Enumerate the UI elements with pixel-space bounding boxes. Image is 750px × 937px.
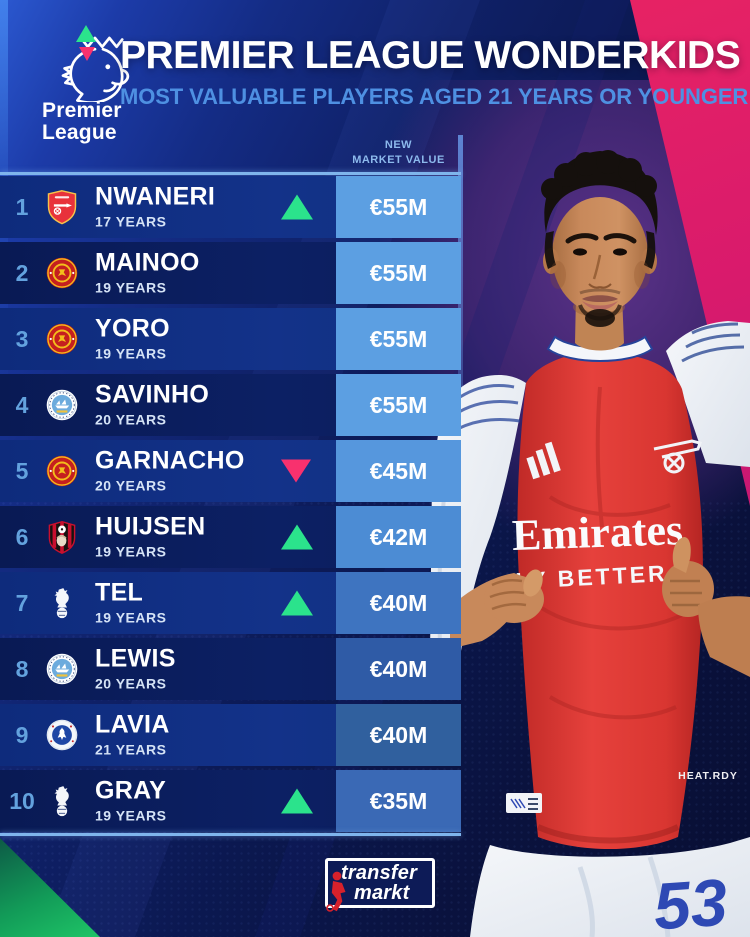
player-age: 19 YEARS: [95, 279, 167, 296]
transfermarkt-logo: transfer markt: [325, 858, 435, 912]
market-value: €40M: [336, 572, 461, 634]
header: Premier League PREMIER LEAGUE WONDERKIDS…: [0, 0, 750, 144]
premier-league-lion-icon: [61, 36, 130, 102]
rank-label: 9: [15, 721, 29, 748]
market-value: €40M: [336, 704, 461, 766]
player-name: MAINOO: [95, 248, 200, 277]
market-value: €42M: [336, 506, 461, 568]
table-top-divider: [0, 172, 461, 175]
player-name: GRAY: [95, 776, 167, 805]
table-row: 4 SAVINHO 20 YEARS €55M: [0, 374, 461, 436]
rank-label: 7: [15, 589, 29, 616]
manchester-united-badge-icon: [44, 255, 80, 291]
player-name: NWANERI: [95, 182, 216, 211]
rank-label: 2: [15, 259, 29, 286]
page-title: PREMIER LEAGUE WONDERKIDS: [120, 34, 741, 77]
player-age: 19 YEARS: [95, 807, 167, 824]
table-row: 8 LEWIS 20 YEARS €40M: [0, 638, 461, 700]
table-row: 9 LAVIA 21 YEARS €40M: [0, 704, 461, 766]
arsenal-badge-icon: [44, 189, 80, 225]
market-value: €40M: [336, 638, 461, 700]
player-name: SAVINHO: [95, 380, 210, 409]
rank-label: 10: [9, 787, 35, 814]
table-row: 2 MAINOO 19 YEARS €55M: [0, 242, 461, 304]
rank-label: 5: [15, 457, 29, 484]
manchester-city-badge-icon: [44, 651, 80, 687]
player-info: TEL 19 YEARS: [95, 578, 167, 626]
market-value: €55M: [336, 308, 461, 370]
trend-icon: [281, 524, 313, 550]
player-info: MAINOO 19 YEARS: [95, 248, 200, 296]
premier-league-wordmark-line2: League: [42, 121, 117, 145]
value-column-header: NEW MARKET VALUE: [336, 138, 461, 169]
manchester-city-badge-icon: [44, 387, 80, 423]
player-age: 21 YEARS: [95, 741, 167, 758]
player-age: 20 YEARS: [95, 477, 167, 494]
trend-icon: [281, 194, 313, 220]
player-info: GARNACHO 20 YEARS: [95, 446, 245, 494]
trend-icon: [281, 590, 313, 616]
player-age: 19 YEARS: [95, 345, 167, 362]
player-age: 19 YEARS: [95, 543, 167, 560]
table-row: 3 YORO 19 YEARS €55M: [0, 308, 461, 370]
rank-label: 8: [15, 655, 29, 682]
table-bottom-divider: [0, 833, 461, 836]
market-value: €45M: [336, 440, 461, 502]
market-value: €35M: [336, 770, 461, 832]
player-info: LEWIS 20 YEARS: [95, 644, 176, 692]
player-name: YORO: [95, 314, 170, 343]
market-value: €55M: [336, 176, 461, 238]
trend-icon: [281, 788, 313, 814]
trend-up-icon: [76, 25, 96, 42]
value-column-header-line1: NEW: [384, 139, 413, 151]
premier-league-wordmark: Premier League: [42, 99, 122, 145]
table-row: 10 GRAY 19 YEARS €35M: [0, 770, 461, 832]
tottenham-badge-icon: [44, 783, 80, 819]
table-rows: 1 NWANERI 17 YEARS €55M 2 MAINOO 19 YEAR…: [0, 176, 461, 836]
bournemouth-badge-icon: [44, 519, 80, 555]
trend-icon: [281, 459, 311, 483]
player-age: 20 YEARS: [95, 411, 167, 428]
table-row: 1 NWANERI 17 YEARS €55M: [0, 176, 461, 238]
premier-league-wordmark-line1: Premier: [42, 99, 122, 122]
manchester-united-badge-icon: [44, 453, 80, 489]
transfermarkt-logo-line2: markt: [354, 881, 410, 904]
premier-league-logo: Premier League: [30, 22, 180, 144]
market-value: €55M: [336, 374, 461, 436]
table-row: 7 TEL 19 YEARS €40M: [0, 572, 461, 634]
table-row: 5 GARNACHO 20 YEARS €45M: [0, 440, 461, 502]
player-info: YORO 19 YEARS: [95, 314, 170, 362]
player-name: HUIJSEN: [95, 512, 206, 541]
player-age: 17 YEARS: [95, 213, 167, 230]
player-name: LEWIS: [95, 644, 176, 673]
player-name: TEL: [95, 578, 144, 607]
market-value: €55M: [336, 242, 461, 304]
player-info: HUIJSEN 19 YEARS: [95, 512, 206, 560]
player-age: 19 YEARS: [95, 609, 167, 626]
player-name: GARNACHO: [95, 446, 245, 475]
transfermarkt-logo-line1: transfer: [341, 862, 418, 884]
value-column-header-line2: MARKET VALUE: [352, 154, 445, 167]
rank-label: 1: [15, 193, 29, 220]
page-subtitle: MOST VALUABLE PLAYERS AGED 21 YEARS OR Y…: [120, 84, 749, 109]
rank-label: 4: [15, 391, 29, 418]
player-info: SAVINHO 20 YEARS: [95, 380, 210, 428]
tottenham-badge-icon: [44, 585, 80, 621]
rank-label: 3: [15, 325, 29, 352]
player-name: LAVIA: [95, 710, 170, 739]
chelsea-badge-icon: [44, 717, 80, 753]
player-age: 20 YEARS: [95, 675, 167, 692]
player-info: NWANERI 17 YEARS: [95, 182, 216, 230]
player-info: GRAY 19 YEARS: [95, 776, 167, 824]
manchester-united-badge-icon: [44, 321, 80, 357]
table-row: 6 HUIJSEN 19 YEARS €42M: [0, 506, 461, 568]
rank-label: 6: [15, 523, 29, 550]
player-info: LAVIA 21 YEARS: [95, 710, 170, 758]
transfermarkt-footballer-icon: [326, 871, 346, 912]
trend-down-icon: [79, 47, 95, 61]
